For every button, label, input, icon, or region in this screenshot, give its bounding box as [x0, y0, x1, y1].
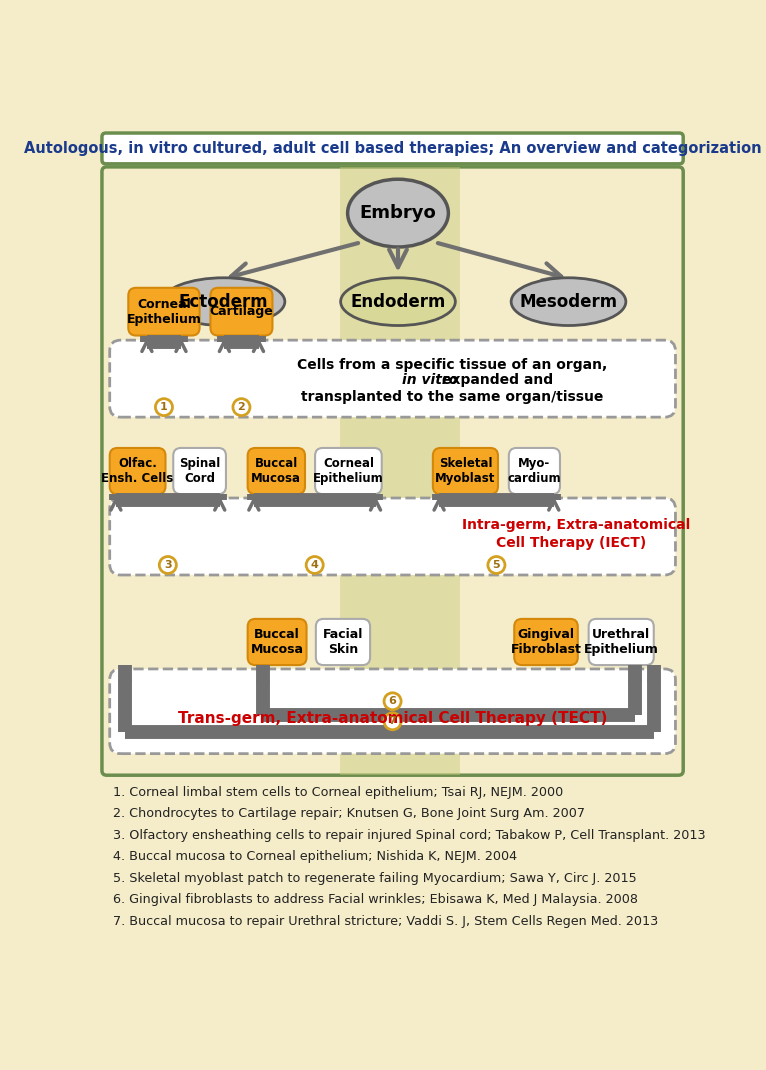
Text: Ectoderm: Ectoderm — [178, 293, 268, 310]
Text: Spinal
Cord: Spinal Cord — [179, 457, 221, 485]
Text: Cell Therapy (IECT): Cell Therapy (IECT) — [496, 536, 647, 550]
Circle shape — [488, 556, 505, 574]
FancyBboxPatch shape — [102, 133, 683, 164]
Text: 5: 5 — [493, 560, 500, 570]
FancyBboxPatch shape — [514, 618, 578, 666]
Text: Skeletal
Myoblast: Skeletal Myoblast — [435, 457, 496, 485]
Text: 2. Chondrocytes to Cartilage repair; Knutsen G, Bone Joint Surg Am. 2007: 2. Chondrocytes to Cartilage repair; Knu… — [113, 807, 584, 821]
Text: expanded and: expanded and — [442, 373, 553, 387]
Text: Buccal
Mucosa: Buccal Mucosa — [250, 628, 303, 656]
Text: 4. Buccal mucosa to Corneal epithelium; Nishida K, NEJM. 2004: 4. Buccal mucosa to Corneal epithelium; … — [113, 851, 517, 863]
FancyBboxPatch shape — [173, 448, 226, 494]
Text: Cartilage: Cartilage — [210, 305, 273, 318]
Text: Corneal
Epithelium: Corneal Epithelium — [313, 457, 384, 485]
Text: 4: 4 — [311, 560, 319, 570]
Ellipse shape — [341, 278, 455, 325]
Text: transplanted to the same organ/tissue: transplanted to the same organ/tissue — [301, 391, 604, 404]
Text: in vitro: in vitro — [402, 373, 459, 387]
Text: 2: 2 — [237, 402, 245, 412]
Text: Autologous, in vitro cultured, adult cell based therapies; An overview and categ: Autologous, in vitro cultured, adult cel… — [24, 141, 761, 156]
FancyBboxPatch shape — [110, 498, 676, 575]
Circle shape — [159, 556, 176, 574]
Text: 1: 1 — [160, 402, 168, 412]
Text: 5. Skeletal myoblast patch to regenerate failing Myocardium; Sawa Y, Circ J. 201: 5. Skeletal myoblast patch to regenerate… — [113, 872, 637, 885]
Ellipse shape — [348, 179, 448, 247]
Text: 3: 3 — [164, 560, 172, 570]
FancyBboxPatch shape — [316, 618, 370, 666]
Text: Cells from a specific tissue of an organ,: Cells from a specific tissue of an organ… — [297, 357, 607, 371]
FancyBboxPatch shape — [211, 288, 273, 336]
Ellipse shape — [511, 278, 626, 325]
FancyBboxPatch shape — [588, 618, 653, 666]
FancyBboxPatch shape — [102, 167, 683, 775]
Text: Endoderm: Endoderm — [350, 293, 446, 310]
Text: Olfac.
Ensh. Cells: Olfac. Ensh. Cells — [101, 457, 174, 485]
Text: 3. Olfactory ensheathing cells to repair injured Spinal cord; Tabakow P, Cell Tr: 3. Olfactory ensheathing cells to repair… — [113, 829, 705, 842]
Text: Urethral
Epithelium: Urethral Epithelium — [584, 628, 659, 656]
Circle shape — [306, 556, 323, 574]
Text: 6: 6 — [388, 697, 397, 706]
FancyBboxPatch shape — [315, 448, 381, 494]
Text: 6. Gingival fibroblasts to address Facial wrinkles; Ebisawa K, Med J Malaysia. 2: 6. Gingival fibroblasts to address Facia… — [113, 893, 638, 906]
Text: Corneal
Epithelium: Corneal Epithelium — [126, 297, 201, 325]
Text: Myo-
cardium: Myo- cardium — [508, 457, 561, 485]
FancyBboxPatch shape — [110, 448, 165, 494]
Text: Trans-germ, Extra-anatomical Cell Therapy (TECT): Trans-germ, Extra-anatomical Cell Therap… — [178, 712, 607, 727]
FancyBboxPatch shape — [340, 167, 460, 775]
FancyBboxPatch shape — [110, 340, 676, 417]
Circle shape — [233, 399, 250, 415]
FancyBboxPatch shape — [433, 448, 498, 494]
FancyBboxPatch shape — [110, 669, 676, 753]
Text: Embryo: Embryo — [359, 204, 437, 223]
Text: Gingival
Fibroblast: Gingival Fibroblast — [511, 628, 581, 656]
Circle shape — [384, 692, 401, 709]
Text: Mesoderm: Mesoderm — [519, 293, 617, 310]
FancyBboxPatch shape — [247, 448, 305, 494]
Circle shape — [384, 713, 401, 730]
Text: 7: 7 — [388, 716, 397, 727]
Text: 7. Buccal mucosa to repair Urethral stricture; Vaddi S. J, Stem Cells Regen Med.: 7. Buccal mucosa to repair Urethral stri… — [113, 915, 658, 928]
Text: Intra-germ, Extra-anatomical: Intra-germ, Extra-anatomical — [462, 518, 690, 532]
Text: 1. Corneal limbal stem cells to Corneal epithelium; Tsai RJ, NEJM. 2000: 1. Corneal limbal stem cells to Corneal … — [113, 785, 563, 798]
Circle shape — [155, 399, 172, 415]
Text: Facial
Skin: Facial Skin — [322, 628, 363, 656]
FancyBboxPatch shape — [128, 288, 200, 336]
FancyBboxPatch shape — [247, 618, 306, 666]
Ellipse shape — [162, 278, 285, 325]
Text: Buccal
Mucosa: Buccal Mucosa — [251, 457, 301, 485]
FancyBboxPatch shape — [509, 448, 560, 494]
